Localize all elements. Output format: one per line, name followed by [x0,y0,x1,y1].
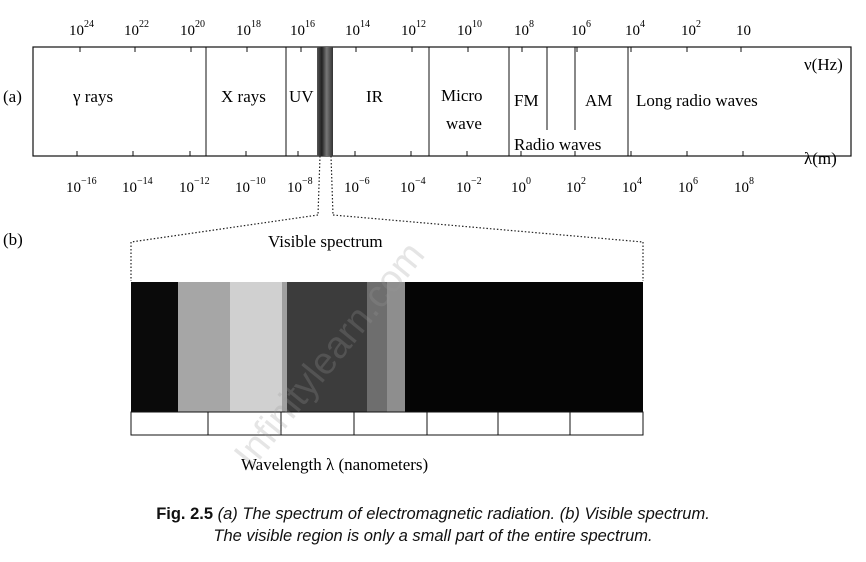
wl-tick-label: 10−6 [344,176,370,196]
wl-tick-label: 10−4 [400,176,426,196]
figure-caption-line-2: The visible region is only a small part … [0,527,866,546]
freq-tick-label: 102 [681,19,701,39]
freq-tick-label: 1022 [124,19,149,39]
freq-tick-label: 1012 [401,19,426,39]
wl-tick-label: 108 [734,176,754,196]
freq-tick-label: 10 [736,23,751,39]
caption-text-2: The visible region is only a small part … [213,527,653,545]
visible-spectrum-strip [131,282,643,412]
panel-label-a: (a) [3,87,22,106]
visible-axis-label: Wavelength λ (nanometers) [241,455,428,474]
region-dividers [205,47,629,156]
wavelength-tick-marks [76,151,744,156]
zoom-connector [130,155,644,281]
frequency-axis-label: ν(Hz) [804,55,843,74]
freq-tick-label: 1014 [345,19,370,39]
figure-caption-line-1: Fig. 2.5 (a) The spectrum of electromagn… [0,505,866,524]
region-label-long-radio: Long radio waves [636,91,758,110]
wl-tick-label: 102 [566,176,586,196]
visible-band-segment [282,282,287,412]
freq-tick-label: 1018 [236,19,261,39]
panel-label-b: (b) [3,230,23,249]
frequency-tick-marks [79,47,742,52]
wavelength-tick-labels: 10−16 10−14 10−12 10−10 10−8 10−6 10−4 1… [66,176,754,196]
region-label-ir: IR [366,87,384,106]
wl-tick-label: 10−10 [235,176,266,196]
freq-tick-label: 106 [571,19,591,39]
visible-band-segment [178,282,230,412]
wl-tick-label: 10−16 [66,176,97,196]
wl-tick-label: 10−14 [122,176,153,196]
wl-tick-label: 104 [622,176,642,196]
visible-band-segment [287,282,367,412]
region-label-xray: X rays [221,87,266,106]
visible-spectrum-title: Visible spectrum [268,232,383,251]
region-label-gamma: γ rays [72,87,113,106]
freq-tick-label: 1020 [180,19,205,39]
spectrum-box [32,46,852,157]
freq-tick-label: 1024 [69,19,94,39]
region-label-wave: wave [446,114,482,133]
figure-number: Fig. 2.5 [156,505,214,523]
visible-band-segment [367,282,387,412]
visible-band-segment [387,282,405,412]
wavelength-scale-boxes [130,411,644,436]
region-label-fm: FM [514,91,539,110]
region-label-micro: Micro [441,86,483,105]
region-label-am: AM [585,91,612,110]
wl-tick-label: 100 [511,176,531,196]
freq-tick-label: 108 [514,19,534,39]
visible-band-segment [230,282,282,412]
wl-tick-label: 10−8 [287,176,313,196]
region-label-uv: UV [289,87,314,106]
visible-band-segment [131,282,178,412]
visible-band [317,47,333,156]
wavelength-axis-label: λ(m) [804,149,837,168]
frequency-tick-labels: 1024 1022 1020 1018 1016 1014 1012 1010 … [69,19,751,39]
wl-tick-label: 10−12 [179,176,210,196]
wl-tick-label: 10−2 [456,176,482,196]
freq-tick-label: 1016 [290,19,315,39]
freq-tick-label: 1010 [457,19,482,39]
visible-band-segment [405,282,643,412]
caption-text-1: (a) The spectrum of electromagnetic radi… [217,505,710,523]
freq-tick-label: 104 [625,19,645,39]
wl-tick-label: 106 [678,176,698,196]
region-label-radio: Radio waves [514,135,601,154]
